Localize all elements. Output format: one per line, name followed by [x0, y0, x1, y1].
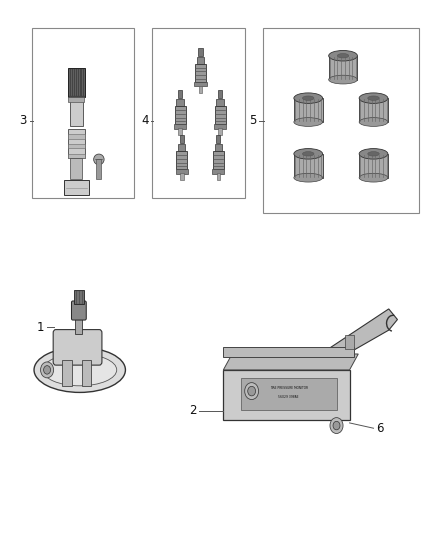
Bar	[178, 90, 182, 99]
Ellipse shape	[337, 53, 349, 58]
Ellipse shape	[359, 93, 388, 103]
Bar	[214, 124, 226, 129]
Bar	[262, 28, 419, 214]
Bar	[174, 124, 186, 129]
Circle shape	[41, 362, 53, 378]
Ellipse shape	[294, 93, 322, 103]
Text: 5: 5	[249, 114, 257, 127]
Bar	[218, 128, 222, 135]
Bar	[195, 64, 206, 82]
Bar	[215, 144, 222, 151]
Bar	[178, 144, 185, 151]
Bar	[74, 290, 84, 304]
Bar	[68, 134, 85, 139]
Bar	[198, 47, 203, 56]
Ellipse shape	[34, 348, 125, 392]
Bar	[96, 159, 102, 179]
Circle shape	[333, 421, 340, 430]
Bar	[180, 173, 184, 180]
Bar	[176, 151, 187, 169]
Bar	[218, 90, 222, 99]
Bar	[241, 378, 336, 410]
Ellipse shape	[359, 173, 388, 182]
Bar	[70, 100, 83, 126]
Bar	[75, 317, 82, 334]
Circle shape	[245, 383, 258, 400]
Ellipse shape	[368, 96, 379, 100]
Ellipse shape	[359, 118, 388, 126]
Bar	[359, 98, 388, 122]
Ellipse shape	[294, 149, 322, 159]
Bar	[178, 128, 182, 135]
Bar	[197, 57, 204, 64]
Bar	[216, 173, 220, 180]
Ellipse shape	[303, 96, 314, 100]
Bar	[68, 128, 85, 158]
Polygon shape	[319, 309, 397, 355]
Bar	[68, 144, 85, 148]
Ellipse shape	[294, 118, 322, 126]
Bar	[345, 335, 354, 349]
Bar	[176, 169, 188, 174]
Bar	[180, 135, 184, 143]
Ellipse shape	[328, 75, 357, 84]
Bar	[215, 107, 226, 124]
Bar	[32, 28, 134, 198]
Ellipse shape	[94, 154, 104, 165]
Bar	[68, 97, 84, 102]
Ellipse shape	[359, 149, 388, 159]
Bar	[294, 98, 322, 122]
Text: 2: 2	[189, 404, 197, 417]
Bar	[174, 107, 186, 124]
Bar	[70, 158, 82, 179]
Ellipse shape	[43, 354, 117, 386]
Bar	[82, 360, 92, 386]
Bar	[152, 28, 245, 198]
Text: 1: 1	[37, 321, 44, 334]
Bar	[212, 169, 224, 174]
Bar	[294, 154, 322, 177]
Bar	[328, 56, 357, 79]
Text: TIRE PRESSURE MONITOR: TIRE PRESSURE MONITOR	[270, 386, 307, 391]
Bar	[62, 360, 72, 386]
Bar	[213, 151, 224, 169]
Polygon shape	[223, 354, 358, 370]
Ellipse shape	[328, 51, 357, 61]
Ellipse shape	[303, 152, 314, 156]
Text: 3: 3	[19, 114, 27, 127]
Text: 4: 4	[141, 114, 149, 127]
Text: 6: 6	[376, 422, 384, 435]
Bar	[177, 99, 184, 107]
Ellipse shape	[368, 152, 379, 156]
Circle shape	[330, 418, 343, 433]
Bar	[359, 154, 388, 177]
Circle shape	[44, 366, 50, 374]
Text: 56029 398AE: 56029 398AE	[279, 395, 299, 399]
Circle shape	[248, 386, 255, 396]
Bar	[199, 86, 202, 93]
Bar	[216, 135, 220, 143]
Ellipse shape	[294, 173, 322, 182]
Bar	[194, 82, 207, 86]
Polygon shape	[223, 370, 350, 420]
Bar	[223, 347, 354, 357]
Bar	[64, 180, 89, 195]
Bar	[68, 154, 85, 158]
FancyBboxPatch shape	[53, 329, 102, 365]
Bar	[216, 99, 224, 107]
Bar	[67, 68, 85, 97]
FancyBboxPatch shape	[71, 301, 86, 320]
